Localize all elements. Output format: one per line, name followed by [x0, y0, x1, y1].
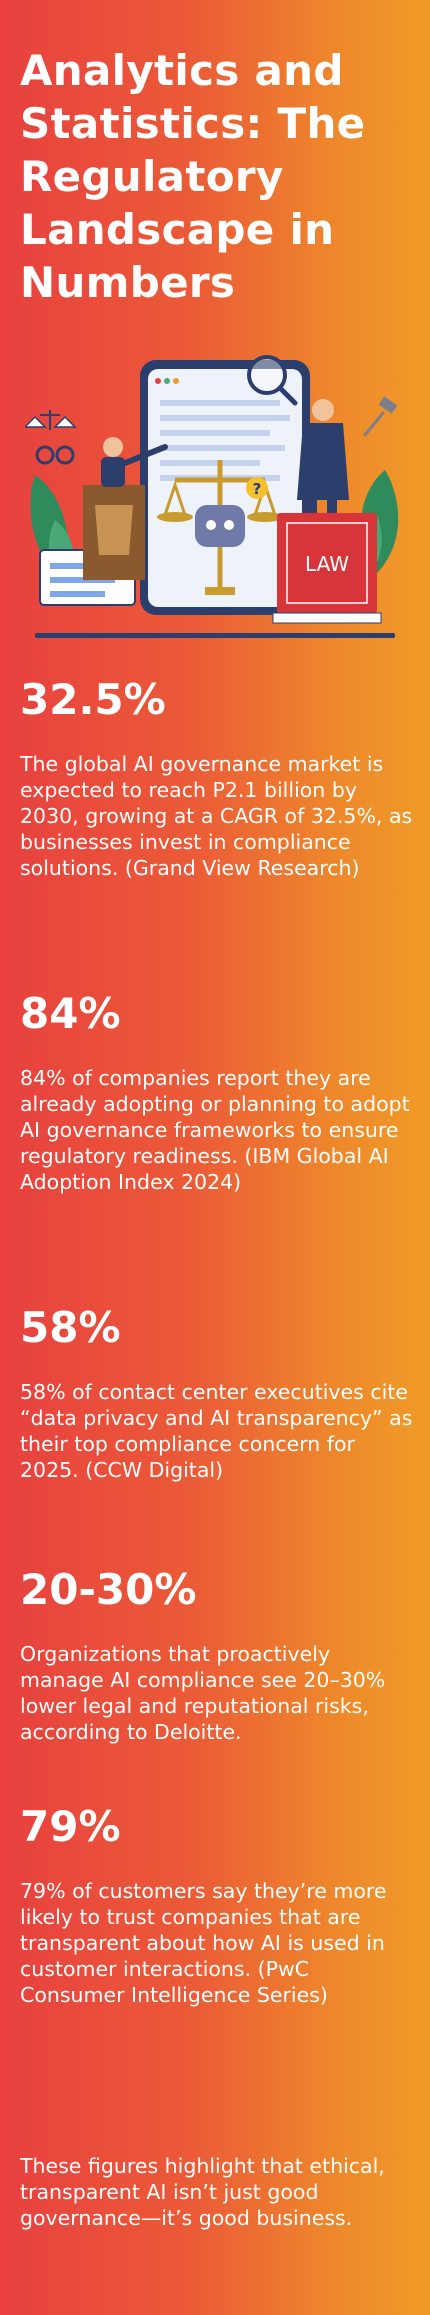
- robot-icon: [195, 505, 245, 547]
- stat-description: 79% of customers say they’re more likely…: [20, 1879, 387, 2007]
- speaker-podium-icon: [83, 437, 168, 580]
- stat-description: Organizations that proactively manage AI…: [20, 1642, 386, 1744]
- stat-block: 32.5% The global AI governance market is…: [20, 675, 415, 881]
- floor-line: [35, 633, 395, 638]
- stat-value: 79%: [20, 1802, 121, 1851]
- legal-compliance-illustration: ? LAW: [25, 355, 399, 638]
- stat-block: 58% 58% of contact center executives cit…: [20, 1303, 415, 1483]
- magnifier-icon: [247, 355, 298, 406]
- stat-block: 84% 84% of companies report they are alr…: [20, 989, 415, 1195]
- question-mark-icon: ?: [246, 477, 268, 499]
- stat-description: The global AI governance market is expec…: [20, 752, 413, 880]
- stat-description: 58% of contact center executives cite “d…: [20, 1380, 413, 1482]
- stat-value: 84%: [20, 989, 121, 1038]
- stat-block: 20-30% Organizations that proactively ma…: [20, 1565, 415, 1745]
- closing-statement: These figures highlight that ethical, tr…: [20, 2154, 385, 2230]
- law-book-icon: LAW: [272, 513, 382, 624]
- scales-icon: [25, 410, 77, 430]
- stat-value: 20-30%: [20, 1565, 197, 1614]
- gavel-icon: [363, 396, 398, 437]
- page-title: Analytics and Statistics: The Regulatory…: [20, 46, 366, 307]
- browser-window-icon: [140, 360, 310, 615]
- stat-block: 79% 79% of customers say they’re more li…: [20, 1802, 415, 2008]
- svg-text:LAW: LAW: [305, 552, 349, 576]
- handcuffs-icon: [35, 445, 75, 465]
- stat-value: 58%: [20, 1303, 121, 1352]
- stat-description: 84% of companies report they are already…: [20, 1066, 410, 1194]
- svg-text:?: ?: [253, 480, 262, 498]
- stat-value: 32.5%: [20, 675, 166, 724]
